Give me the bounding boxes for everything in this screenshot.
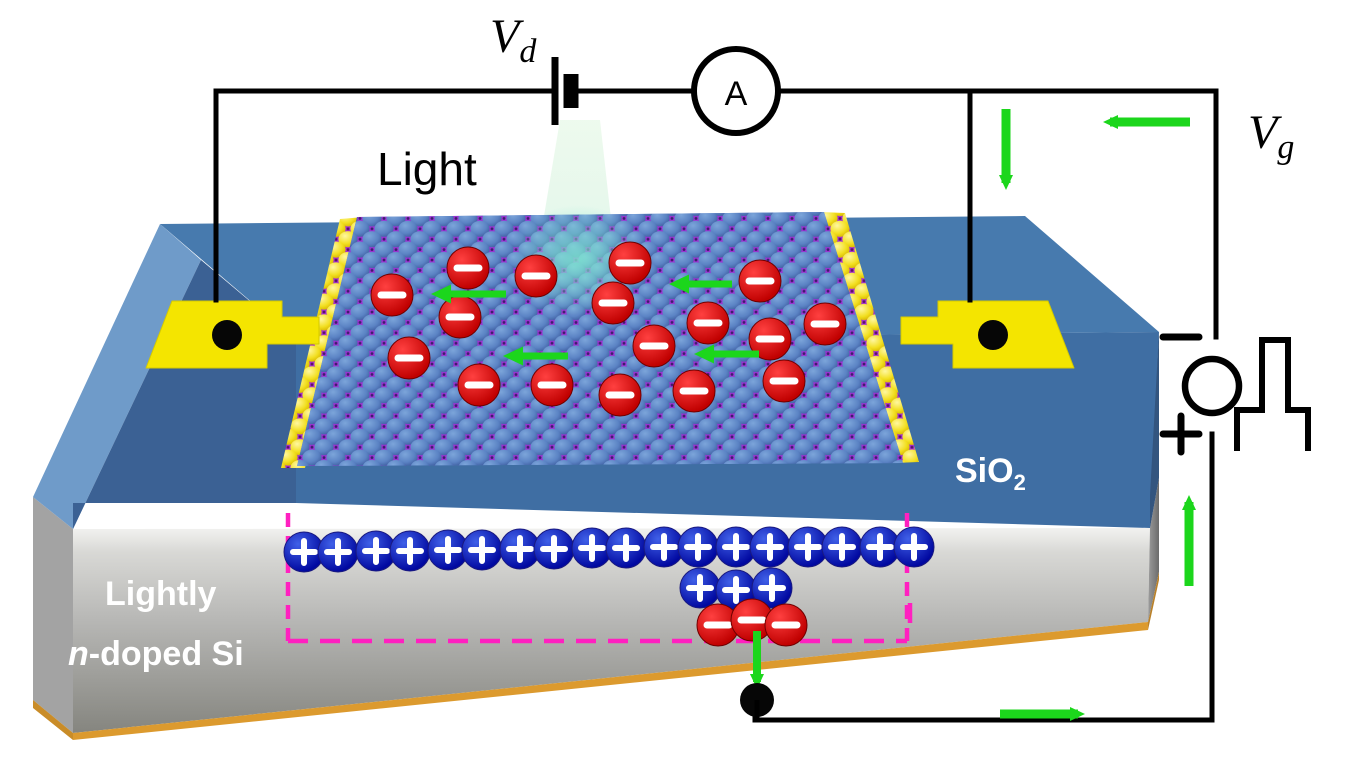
svg-text:Light: Light (377, 143, 477, 195)
svg-text:n-doped Si: n-doped Si (68, 635, 244, 673)
svg-text:Vd: Vd (490, 10, 537, 70)
svg-text:Vg: Vg (1248, 106, 1294, 166)
svg-text:A: A (725, 75, 748, 113)
svg-text:Lightly: Lightly (105, 575, 217, 613)
